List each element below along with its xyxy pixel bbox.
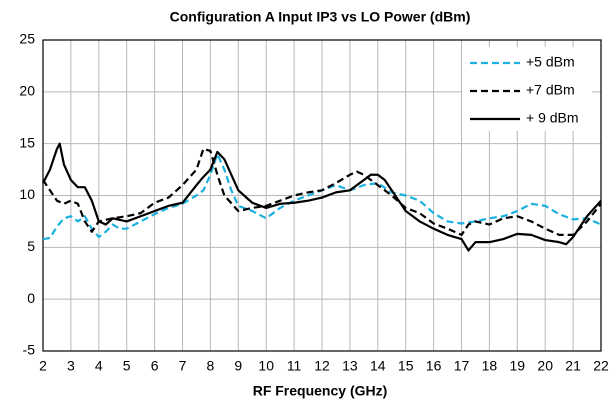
- x-tick-label: 18: [482, 358, 498, 374]
- x-tick-label: 13: [342, 358, 358, 374]
- series-line: [42, 152, 602, 241]
- x-tick-label: 22: [593, 358, 609, 374]
- y-tick-label: 5: [27, 238, 35, 254]
- x-tick-label: 14: [370, 358, 386, 374]
- chart-title: Configuration A Input IP3 vs LO Power (d…: [170, 9, 471, 25]
- legend-label: +5 dBm: [526, 54, 575, 70]
- x-tick-label: 2: [39, 358, 47, 374]
- x-tick-label: 7: [179, 358, 187, 374]
- x-tick-label: 16: [426, 358, 442, 374]
- x-tick-label: 6: [151, 358, 159, 374]
- y-tick-label: 15: [19, 134, 35, 150]
- x-tick-label: 21: [565, 358, 581, 374]
- y-tick-label: 20: [19, 83, 35, 99]
- x-tick-label: 5: [123, 358, 131, 374]
- y-tick-label: 25: [19, 31, 35, 47]
- x-tick-label: 12: [314, 358, 330, 374]
- x-tick-label: 9: [234, 358, 242, 374]
- x-axis-title: RF Frequency (GHz): [253, 383, 388, 399]
- x-tick-label: 3: [67, 358, 75, 374]
- y-tick-label: 0: [27, 290, 35, 306]
- legend-box: [462, 47, 592, 131]
- x-tick-label: 10: [258, 358, 274, 374]
- x-tick-label: 11: [287, 358, 302, 374]
- x-tick-label: 17: [454, 358, 470, 374]
- x-tick-label: 4: [95, 358, 103, 374]
- x-tick-label: 15: [398, 358, 414, 374]
- x-tick-label: 8: [207, 358, 215, 374]
- x-tick-label: 19: [510, 358, 526, 374]
- plot-frame: [42, 39, 602, 352]
- legend-label: +7 dBm: [526, 82, 575, 98]
- y-tick-label: -5: [23, 342, 36, 358]
- y-tick-label: 10: [19, 186, 35, 202]
- legend-label: + 9 dBm: [526, 110, 579, 126]
- series-line: [42, 142, 602, 252]
- x-tick-label: 20: [537, 358, 553, 374]
